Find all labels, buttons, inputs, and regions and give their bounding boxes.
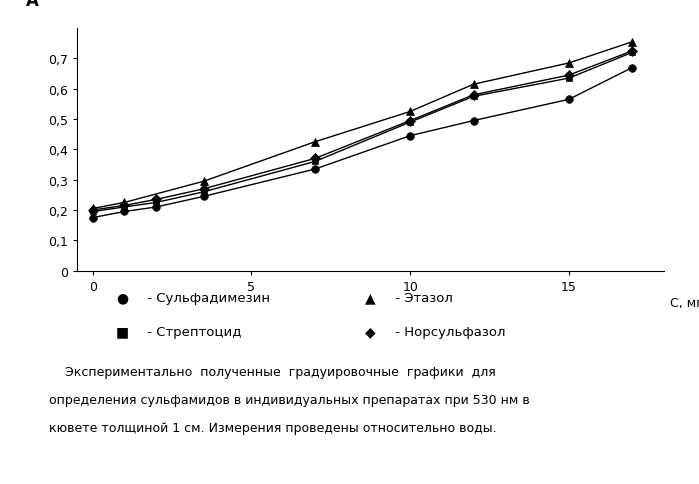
Text: определения сульфамидов в индивидуальных препаратах при 530 нм в: определения сульфамидов в индивидуальных… bbox=[49, 393, 530, 407]
Text: Экспериментально  полученные  градуировочные  графики  для: Экспериментально полученные градуировочн… bbox=[49, 365, 496, 378]
Text: - Сульфадимезин: - Сульфадимезин bbox=[143, 291, 271, 304]
Text: - Этазол: - Этазол bbox=[391, 291, 454, 304]
Text: кювете толщиной 1 см. Измерения проведены относительно воды.: кювете толщиной 1 см. Измерения проведен… bbox=[49, 422, 496, 435]
Text: ▲: ▲ bbox=[365, 291, 376, 304]
Text: - Стрептоцид: - Стрептоцид bbox=[143, 325, 242, 338]
Text: ◆: ◆ bbox=[365, 325, 376, 338]
Text: ■: ■ bbox=[116, 325, 129, 338]
Text: - Норсульфазол: - Норсульфазол bbox=[391, 325, 506, 338]
Text: A: A bbox=[27, 0, 39, 10]
Text: ●: ● bbox=[116, 291, 129, 304]
Text: C, мг/дм³: C, мг/дм³ bbox=[670, 295, 699, 308]
